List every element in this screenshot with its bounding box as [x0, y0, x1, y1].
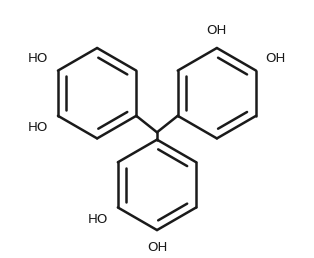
Text: OH: OH	[207, 24, 227, 37]
Text: HO: HO	[28, 52, 48, 65]
Text: HO: HO	[88, 213, 108, 226]
Text: OH: OH	[147, 241, 167, 254]
Text: OH: OH	[266, 52, 286, 65]
Text: HO: HO	[28, 121, 48, 134]
